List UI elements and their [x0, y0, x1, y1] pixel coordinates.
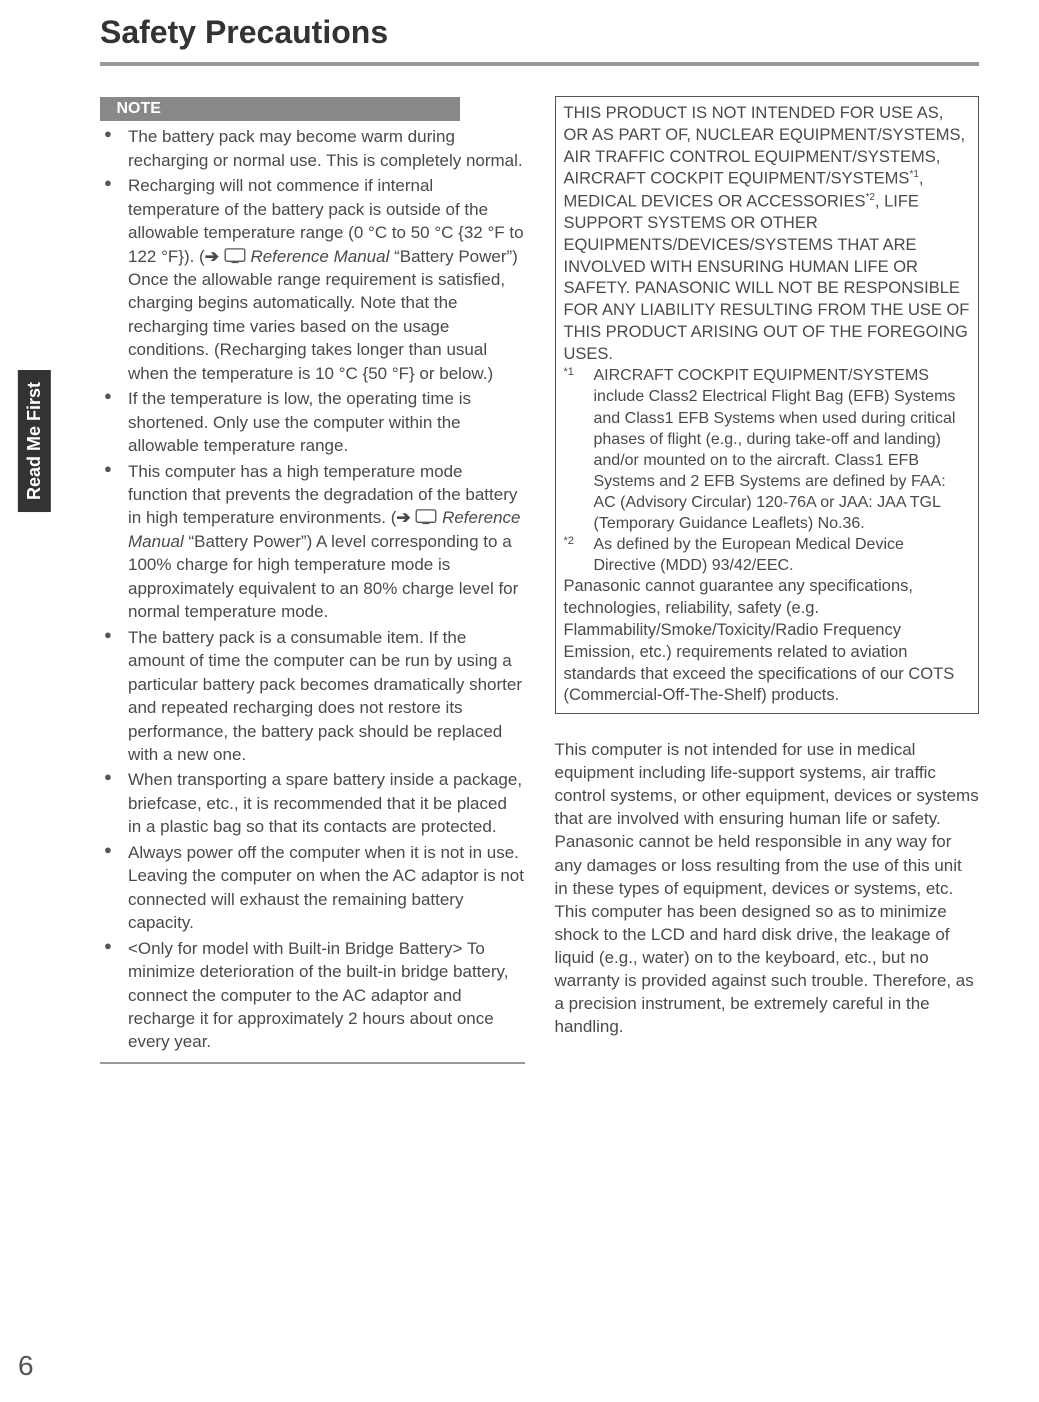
reference-manual-label: Reference Manual: [250, 247, 389, 266]
note-item: Always power off the computer when it is…: [100, 841, 525, 935]
footnote-text: As defined by the European Medical Devic…: [594, 536, 904, 574]
box-closing: Panasonic cannot guarantee any specifica…: [564, 576, 971, 707]
arrow-icon: ➔: [396, 508, 410, 527]
note-item: This computer has a high temperature mod…: [100, 460, 525, 624]
note-label: NOTE: [100, 97, 460, 121]
footnote: *2 As defined by the European Medical De…: [594, 534, 971, 576]
box-main-pre: THIS PRODUCT IS NOT INTENDED FOR USE AS,…: [564, 104, 966, 188]
note-item: The battery pack is a consumable item. I…: [100, 626, 525, 767]
footnote-mark: *1: [564, 365, 574, 380]
note-item: The battery pack may become warm during …: [100, 125, 525, 172]
note-bullet-list: The battery pack may become warm during …: [100, 121, 525, 1054]
footnote-mark: *2: [564, 534, 574, 549]
footnote: *1 AIRCRAFT COCKPIT EQUIPMENT/SYSTEMS in…: [594, 365, 971, 534]
side-tab-read-me-first: Read Me First: [18, 370, 51, 512]
note-item-text: When transporting a spare battery inside…: [128, 770, 522, 836]
reference-manual-icon: [415, 509, 437, 525]
reference-manual-label: Reference Manual: [128, 508, 521, 550]
reference-manual-icon: [224, 248, 246, 264]
note-label-text: NOTE: [116, 100, 160, 117]
warning-box: THIS PRODUCT IS NOT INTENDED FOR USE AS,…: [555, 96, 980, 714]
note-item-text: The battery pack is a consumable item. I…: [128, 628, 522, 764]
page-title: Safety Precautions: [100, 10, 979, 60]
arrow-icon: ➔: [205, 247, 219, 266]
note-item-text: If the temperature is low, the operating…: [128, 389, 471, 455]
note-item-text: Always power off the computer when it is…: [128, 843, 524, 932]
box-sup2: *2: [865, 192, 874, 203]
note-item: Recharging will not commence if internal…: [100, 174, 525, 385]
footnote-text: AIRCRAFT COCKPIT EQUIPMENT/SYSTEMS inclu…: [594, 367, 956, 532]
right-column: THIS PRODUCT IS NOT INTENDED FOR USE AS,…: [555, 96, 980, 1064]
note-item-text: The battery pack may become warm during …: [128, 127, 523, 169]
note-item: When transporting a spare battery inside…: [100, 768, 525, 838]
after-box-p2: This computer has been designed so as to…: [555, 900, 980, 1039]
box-sup1: *1: [909, 169, 918, 180]
note-item: <Only for model with Built-in Bridge Bat…: [100, 937, 525, 1054]
page-header: Safety Precautions: [0, 0, 1039, 66]
box-main-post: , LIFE SUPPORT SYSTEMS OR OTHER EQUIPMEN…: [564, 192, 970, 362]
note-item-text: <Only for model with Built-in Bridge Bat…: [128, 939, 508, 1052]
left-column: NOTE The battery pack may become warm du…: [100, 96, 525, 1064]
section-end-rule: [100, 1062, 525, 1064]
after-box-p1: This computer is not intended for use in…: [555, 738, 980, 900]
note-item: If the temperature is low, the operating…: [100, 387, 525, 457]
box-footnotes: *1 AIRCRAFT COCKPIT EQUIPMENT/SYSTEMS in…: [564, 365, 971, 576]
content-area: NOTE The battery pack may become warm du…: [0, 66, 1039, 1064]
page-number: 6: [18, 1347, 34, 1386]
after-box-paragraphs: This computer is not intended for use in…: [555, 738, 980, 1038]
